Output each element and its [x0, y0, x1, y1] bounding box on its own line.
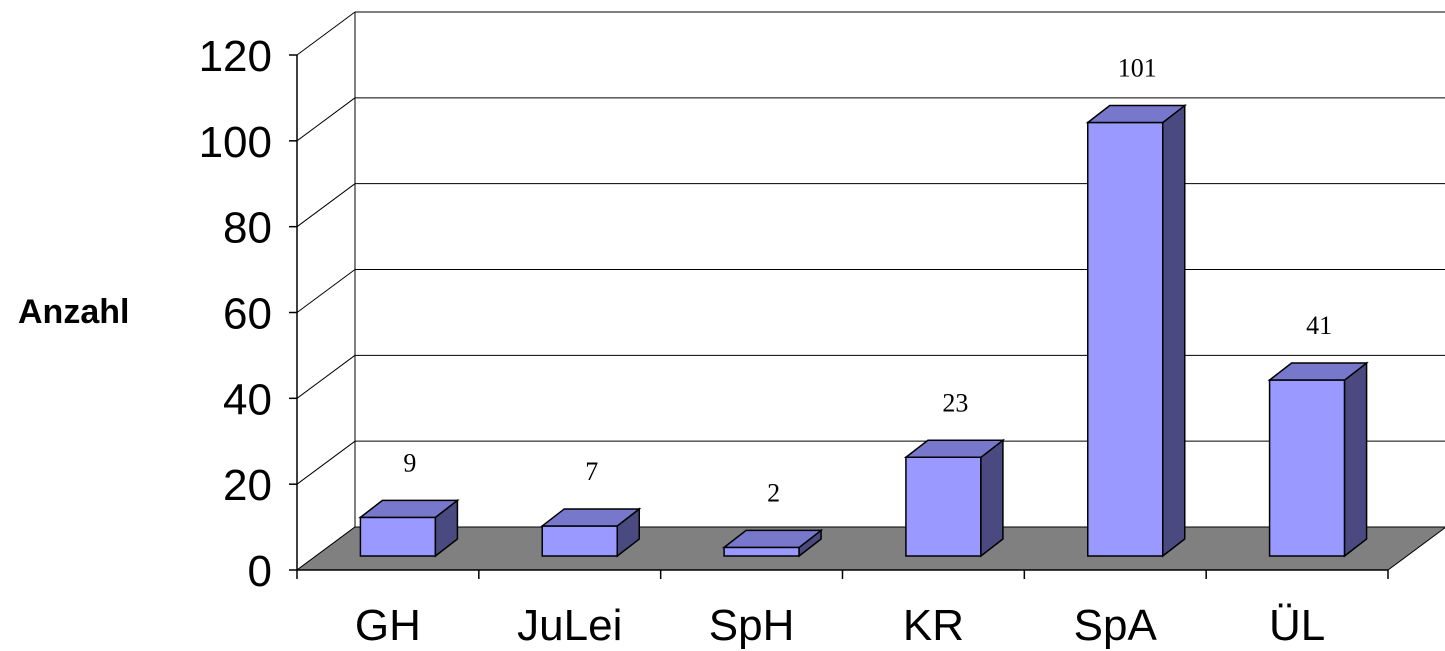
bar-spa: [1085, 104, 1187, 558]
bar-kr: [903, 438, 1006, 558]
y-tick-label: 60: [223, 290, 272, 339]
bar-top: [903, 439, 1006, 459]
bar-front: [905, 456, 982, 557]
bar-front: [541, 525, 618, 557]
data-label: 41: [1306, 311, 1332, 340]
x-tick-label: JuLei: [517, 601, 622, 650]
bar-sph: [721, 528, 824, 558]
data-label: 9: [403, 448, 416, 477]
bar-front: [723, 546, 800, 557]
side-wall-gridline: [296, 354, 356, 399]
bar-top: [1267, 362, 1369, 381]
x-tick-label: SpH: [709, 601, 795, 650]
data-label-bg: [1298, 309, 1341, 343]
bar-side: [980, 438, 1004, 558]
bar-top: [721, 529, 824, 549]
data-label: 101: [1118, 54, 1157, 83]
side-wall-gridline: [296, 269, 356, 313]
x-tick-label: GH: [355, 601, 421, 650]
bar-gh: [358, 498, 460, 558]
x-tick-label: KR: [903, 601, 964, 650]
bar-front: [359, 516, 437, 557]
y-tick-label: 80: [223, 204, 272, 253]
side-wall-gridline: [296, 97, 356, 142]
data-label: 23: [942, 388, 968, 417]
data-label-bg: [934, 386, 977, 420]
data-label: 2: [767, 478, 780, 507]
data-label-bg: [395, 446, 425, 480]
bar-top: [540, 508, 642, 527]
bar-top: [358, 499, 460, 519]
bar-front: [1268, 379, 1346, 557]
x-tick-label: ÜL: [1269, 601, 1325, 650]
bar-front: [1087, 121, 1164, 557]
y-tick-label: 0: [248, 547, 272, 596]
y-tick-label: 20: [223, 461, 272, 510]
bar-top: [1085, 104, 1187, 124]
data-label-bg: [1109, 51, 1165, 85]
x-tick-label: SpA: [1074, 601, 1158, 650]
data-label-bg: [577, 454, 607, 488]
side-wall-gridline: [296, 440, 356, 485]
side-wall-gridline: [296, 183, 356, 228]
bar-side: [1162, 104, 1186, 558]
bar-julei: [540, 507, 642, 558]
bar-side: [1343, 361, 1368, 558]
bar-ül: [1267, 361, 1369, 558]
data-label: 7: [585, 457, 598, 486]
side-wall-gridline: [296, 11, 356, 56]
y-tick-label: 120: [199, 32, 272, 81]
y-axis-label: Anzahl: [18, 293, 129, 331]
y-tick-label: 100: [199, 118, 272, 167]
data-label-bg: [759, 476, 789, 510]
y-tick-label: 40: [223, 375, 272, 424]
